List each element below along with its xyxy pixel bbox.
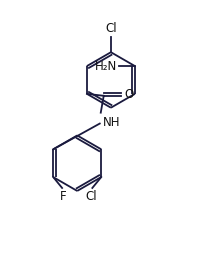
Text: Cl: Cl	[85, 190, 97, 203]
Text: F: F	[60, 190, 66, 203]
Text: NH: NH	[103, 116, 120, 129]
Text: H₂N: H₂N	[95, 60, 117, 73]
Text: O: O	[124, 88, 133, 101]
Text: Cl: Cl	[105, 22, 117, 35]
